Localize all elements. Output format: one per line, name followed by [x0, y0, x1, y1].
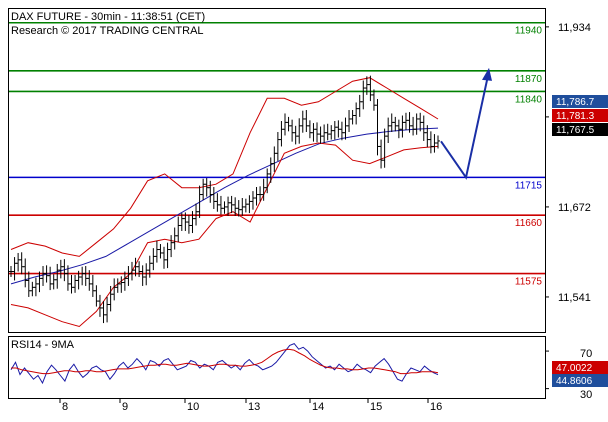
price-tag-box [552, 123, 608, 136]
price-bars [9, 75, 440, 324]
x-tick-label: 16 [430, 401, 442, 413]
level-label: 11575 [515, 277, 543, 288]
rsi-y-tick-label: 30 [580, 389, 592, 401]
level-label: 11940 [515, 26, 543, 37]
rsi-tag-label: 47.0022 [556, 363, 593, 374]
rsi-panel-frame [8, 336, 546, 399]
rsi-y-tick-label: 70 [580, 348, 592, 360]
rsi-axis-ticks: 70 30 47.0022 44.8606 [545, 348, 608, 401]
x-axis-ticks: 8 9 10 13 14 15 16 [59, 398, 442, 413]
x-tick-label: 13 [248, 401, 260, 413]
y-tick-label: 11,541 [558, 292, 591, 304]
rsi-lines [10, 342, 439, 385]
x-tick-label: 10 [187, 401, 199, 413]
level-label: 11870 [515, 74, 543, 85]
chart-subtitle: Research © 2017 TRADING CENTRAL [11, 25, 204, 37]
projection-arrowhead [482, 67, 492, 81]
projection-line [440, 70, 490, 180]
price-tag-label: 11,781.3 [556, 111, 595, 122]
level-lines: 11940 11870 11840 11715 11660 11575 [9, 21, 545, 288]
price-tag-label: 11,767.5 [556, 125, 595, 136]
x-tick-label: 8 [62, 401, 68, 413]
rsi-tag-box [552, 374, 608, 387]
rsi-title: RSI14 - 9MA [11, 339, 75, 351]
projection-arrow [440, 67, 492, 180]
series-line [10, 127, 439, 285]
price-tag-box [552, 95, 608, 108]
x-tick-label: 9 [122, 401, 128, 413]
level-label: 11840 [515, 94, 543, 105]
y-tick-label: 11,934 [558, 22, 591, 34]
level-label: 11715 [515, 180, 543, 191]
rsi-series-line [10, 342, 439, 385]
x-tick-label: 15 [370, 401, 382, 413]
price-tags: 11,786.7 11,781.3 11,767.5 [552, 95, 608, 136]
price-tag-box [552, 109, 608, 122]
main-panel-frame [8, 8, 546, 333]
series-line [10, 142, 439, 328]
rsi-tag-label: 44.8606 [556, 376, 593, 387]
chart-title: DAX FUTURE - 30min - 11:38:51 (CET) [11, 11, 205, 23]
y-tick-label: 11,672 [558, 202, 591, 214]
rsi-tag-box [552, 361, 608, 374]
level-label: 11660 [515, 218, 543, 229]
price-tag-label: 11,786.7 [556, 97, 595, 108]
rsi-series-line [11, 348, 439, 375]
x-tick-label: 14 [312, 401, 324, 413]
